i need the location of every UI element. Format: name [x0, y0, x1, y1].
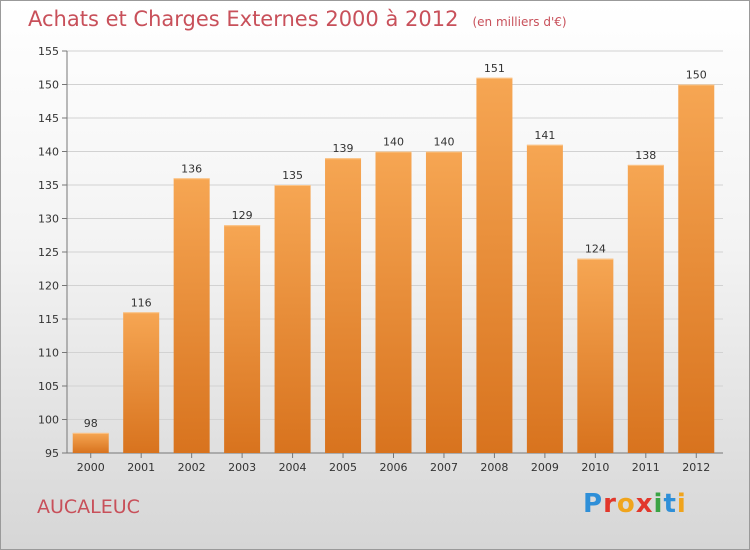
value-label-2007: 140: [433, 136, 454, 149]
logo-letter: x: [635, 489, 654, 519]
bar-2003: [224, 225, 261, 453]
x-tick-label-2002: 2002: [178, 461, 206, 474]
bar-2012: [678, 84, 715, 453]
axes: 95 100 105 110 115 120 125 130 135 140 145 150 155 20…: [38, 45, 723, 474]
bar-2000: [72, 432, 109, 453]
logo-letter: o: [616, 489, 636, 519]
x-tick-label-2006: 2006: [380, 461, 408, 474]
logo-letter: i: [653, 489, 664, 519]
x-tick-label-2003: 2003: [228, 461, 256, 474]
value-label-2003: 129: [232, 209, 253, 222]
y-tick-label: 110: [38, 347, 59, 360]
x-tick-label-2009: 2009: [531, 461, 559, 474]
value-label-2005: 139: [333, 142, 354, 155]
value-label-2002: 136: [181, 162, 202, 175]
logo-letter: r: [603, 489, 617, 519]
y-tick-label: 130: [38, 213, 59, 226]
bar-2010: [577, 258, 614, 453]
y-tick-label: 150: [38, 79, 59, 92]
bar-2006: [375, 151, 412, 453]
bar-2009: [526, 144, 563, 454]
value-label-2008: 151: [484, 62, 505, 75]
value-label-2006: 140: [383, 136, 404, 149]
logo-letter: P: [583, 489, 604, 519]
y-tick-label: 105: [38, 380, 59, 393]
value-label-2012: 150: [686, 69, 707, 82]
bar-2004: [274, 185, 311, 453]
data-labels: 98 116 136 129 135 139 140 140 151 141 124 138 150: [84, 62, 707, 430]
bar-2007: [425, 151, 462, 453]
value-label-2010: 124: [585, 243, 606, 256]
y-tick-label: 115: [38, 313, 59, 326]
value-label-2000: 98: [84, 417, 98, 430]
y-tick-label: 100: [38, 414, 59, 427]
bar-2011: [627, 164, 664, 453]
city-name: AUCALEUC: [37, 496, 140, 518]
y-tick-label: 155: [38, 45, 59, 58]
value-label-2009: 141: [534, 129, 555, 142]
title-text: Achats et Charges Externes 2000 à 2012: [28, 7, 459, 31]
x-tick-label-2011: 2011: [632, 461, 660, 474]
bars: [72, 77, 715, 454]
y-tick-label: 145: [38, 112, 59, 125]
y-tick-label: 120: [38, 280, 59, 293]
x-tick-label-2001: 2001: [127, 461, 155, 474]
y-tick-label: 125: [38, 246, 59, 259]
bar-2008: [476, 77, 513, 454]
value-label-2001: 116: [131, 296, 152, 309]
bar-2001: [123, 312, 160, 453]
x-tick-label-2000: 2000: [77, 461, 105, 474]
logo-letter: i: [676, 489, 687, 519]
y-tick-label: 135: [38, 179, 59, 192]
x-tick-label-2012: 2012: [682, 461, 710, 474]
value-label-2004: 135: [282, 169, 303, 182]
x-tick-label-2010: 2010: [581, 461, 609, 474]
x-tick-label-2007: 2007: [430, 461, 458, 474]
chart-title: Achats et Charges Externes 2000 à 2012 (e…: [28, 7, 567, 31]
y-tick-label: 95: [45, 447, 59, 460]
logo-letter: t: [663, 489, 677, 519]
x-tick-label-2005: 2005: [329, 461, 357, 474]
proxiti-logo[interactable]: Proxiti: [583, 489, 687, 519]
bar-2005: [325, 158, 362, 453]
x-tick-label-2004: 2004: [279, 461, 307, 474]
value-label-2011: 138: [635, 149, 656, 162]
bar-2002: [173, 178, 210, 454]
y-tick-label: 140: [38, 146, 59, 159]
chart-subtitle: (en milliers d'€): [472, 15, 567, 29]
x-tick-label-2008: 2008: [480, 461, 508, 474]
